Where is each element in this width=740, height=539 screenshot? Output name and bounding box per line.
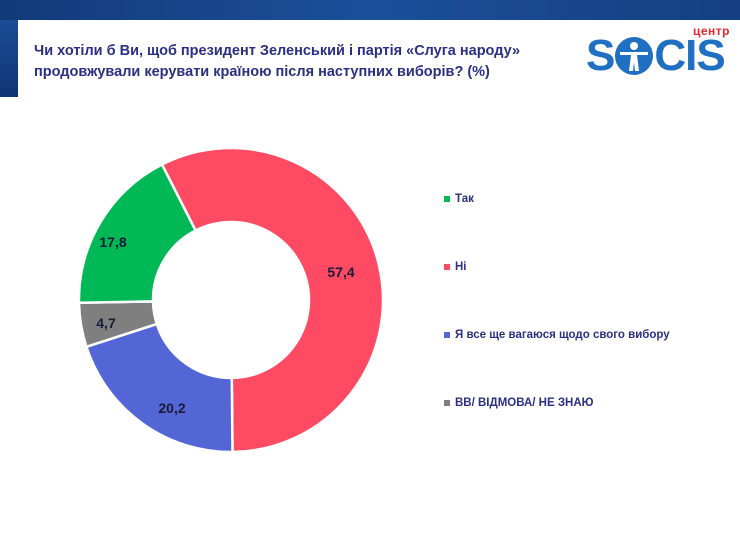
legend-label-vahayus: Я все ще вагаюся щодо свого вибору — [455, 329, 670, 341]
legend-item-vahayus: Я все ще вагаюся щодо свого вибору — [444, 329, 670, 341]
segment-label-ni: 57,4 — [327, 264, 355, 280]
logo-wordmark: S CIS — [586, 31, 726, 80]
logo-centr-text: центр — [692, 24, 730, 38]
header-band — [0, 0, 740, 20]
donut-segment-tak — [77, 162, 198, 304]
chart-title-line-1: Чи хотіли б Ви, щоб президент Зеленський… — [34, 43, 521, 59]
vitruvian-man-icon — [615, 37, 654, 75]
chart-title-line-2: продовжували керувати країною після наст… — [34, 64, 490, 80]
segment-label-tak: 17,8 — [99, 234, 127, 250]
segment-label-vv: 4,7 — [96, 315, 116, 331]
logo-letters-cis: CIS — [654, 31, 725, 80]
legend-label-ni: Ні — [455, 261, 467, 273]
legend-item-tak: Так — [444, 193, 474, 205]
donut-segment-ni — [160, 146, 385, 454]
legend-item-ni: Ні — [444, 261, 467, 273]
legend-marker-vahayus — [444, 332, 450, 338]
segment-label-vahayus: 20,2 — [158, 400, 186, 416]
legend-label-vv: ВВ/ ВІДМОВА/ НЕ ЗНАЮ — [455, 397, 594, 409]
legend-marker-vv — [444, 400, 450, 406]
donut-segment-vahayus — [84, 322, 234, 454]
legend-item-vv: ВВ/ ВІДМОВА/ НЕ ЗНАЮ — [444, 397, 594, 409]
legend-label-tak: Так — [455, 193, 474, 205]
chart-title: Чи хотіли б Ви, щоб президент Зеленський… — [34, 41, 554, 83]
socis-logo: центр S CIS — [586, 22, 738, 82]
header-left-accent — [0, 20, 18, 97]
logo-letter-s: S — [586, 31, 615, 80]
legend-marker-ni — [444, 264, 450, 270]
donut-segments — [77, 146, 385, 454]
legend-marker-tak — [444, 196, 450, 202]
